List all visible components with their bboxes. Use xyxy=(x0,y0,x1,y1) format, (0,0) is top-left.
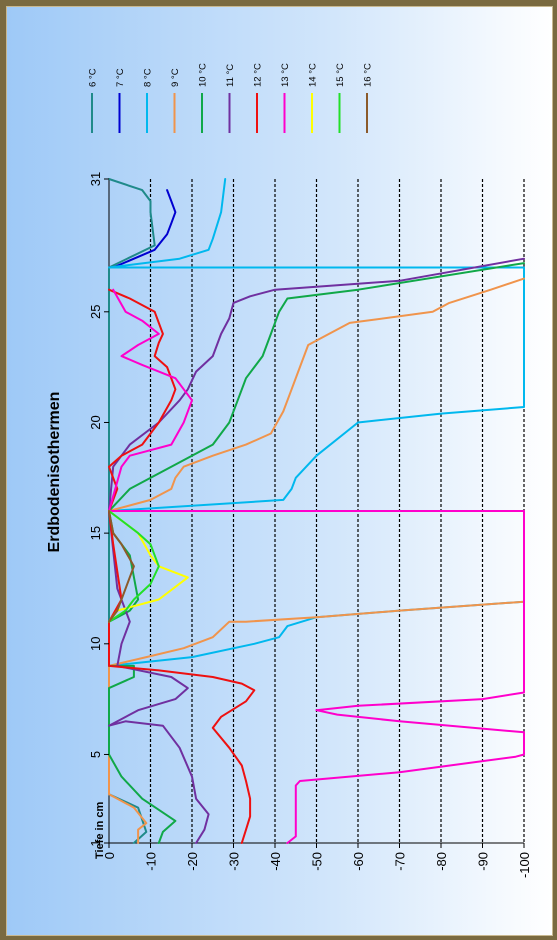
day-tick-group: 20 xyxy=(88,415,103,429)
series-line xyxy=(108,277,525,844)
series-line xyxy=(108,510,135,623)
depth-tick-group: -30 xyxy=(227,852,242,871)
depth-tick-group: -20 xyxy=(185,852,200,871)
day-tick-label: 5 xyxy=(88,751,103,758)
depth-tick-group: -90 xyxy=(476,852,491,871)
legend-label: 7 °C xyxy=(115,68,126,87)
depth-tick-group: -40 xyxy=(268,852,283,871)
series-line xyxy=(108,288,525,844)
legend-entry: 15 °C xyxy=(335,63,346,87)
legend-entry: 8 °C xyxy=(143,68,154,87)
legend-entry: 13 °C xyxy=(280,63,291,87)
depth-axis-label: Tiefe in cm xyxy=(94,802,106,859)
depth-tick-label: -30 xyxy=(227,852,242,871)
depth-tick-label: -50 xyxy=(310,852,325,871)
chart-panel: 1 5 10 15 20 25 31 0 -10 -20 -30 -40 -50 -60 -70 -80 -90… xyxy=(6,6,553,936)
day-tick-group: 1 xyxy=(88,839,103,846)
day-tick-label: 25 xyxy=(88,305,103,319)
depth-tick-label: -70 xyxy=(393,852,408,871)
depth-tick-label: -80 xyxy=(434,852,449,871)
depth-tick-label: -40 xyxy=(268,852,283,871)
legend-entry: 9 °C xyxy=(170,68,181,87)
series-line xyxy=(108,257,525,844)
legend-label: 10 °C xyxy=(198,63,209,87)
day-tick-label: 1 xyxy=(88,839,103,846)
legend-entry: 11 °C xyxy=(225,64,236,87)
depth-tick-group: -80 xyxy=(434,852,449,871)
depth-tick-group: -10 xyxy=(144,852,159,871)
legend-entry: 12 °C xyxy=(253,63,264,87)
day-tick-label: 31 xyxy=(88,172,103,186)
depth-tick-label: -10 xyxy=(144,852,159,871)
series-line xyxy=(108,178,525,667)
depth-tick-label: -20 xyxy=(185,852,200,871)
legend-label: 15 °C xyxy=(335,63,346,87)
day-tick-group: 5 xyxy=(88,751,103,758)
day-tick-label: 20 xyxy=(88,415,103,429)
depth-tick-group: -50 xyxy=(310,852,325,871)
legend-entry: 16 °C xyxy=(363,63,374,87)
depth-tick-label: -90 xyxy=(476,852,491,871)
series-lines xyxy=(108,178,525,844)
legend-label: 11 °C xyxy=(225,64,236,87)
legend-entry: 6 °C xyxy=(88,68,99,87)
depth-tick-label: 0 xyxy=(102,852,117,859)
day-tick-group: 31 xyxy=(88,172,103,186)
legend: 6 °C 7 °C 8 °C 9 °C 10 °C 11 °C 12 °C 13 °C 14 °… xyxy=(88,63,374,133)
depth-tick-label: -60 xyxy=(351,852,366,871)
day-tick-group: 15 xyxy=(88,526,103,540)
legend-label: 12 °C xyxy=(253,63,264,87)
depth-tick-label: -100 xyxy=(517,852,532,878)
day-tick-label: 15 xyxy=(88,526,103,540)
day-tick-group: 25 xyxy=(88,305,103,319)
legend-label: 13 °C xyxy=(280,63,291,87)
series-line xyxy=(108,510,160,623)
legend-entry: 7 °C xyxy=(115,68,126,87)
depth-tick-group: -100 xyxy=(517,852,532,878)
series-line xyxy=(108,178,156,844)
legend-label: 16 °C xyxy=(363,63,374,87)
chart-title: Erdbodenisothermen xyxy=(46,392,63,553)
series-line xyxy=(108,288,256,844)
series-line xyxy=(108,510,189,623)
depth-tick-group: -60 xyxy=(351,852,366,871)
legend-label: 9 °C xyxy=(170,68,181,87)
day-tick-label: 10 xyxy=(88,637,103,651)
legend-label: 14 °C xyxy=(308,63,319,87)
day-tick-group: 10 xyxy=(88,637,103,651)
legend-entry: 10 °C xyxy=(198,63,209,87)
legend-label: 8 °C xyxy=(143,68,154,87)
legend-label: 6 °C xyxy=(88,68,99,87)
depth-tick-group: 0 xyxy=(102,852,117,859)
series-line xyxy=(112,189,177,269)
legend-entry: 14 °C xyxy=(308,63,319,87)
depth-tick-group: -70 xyxy=(393,852,408,871)
